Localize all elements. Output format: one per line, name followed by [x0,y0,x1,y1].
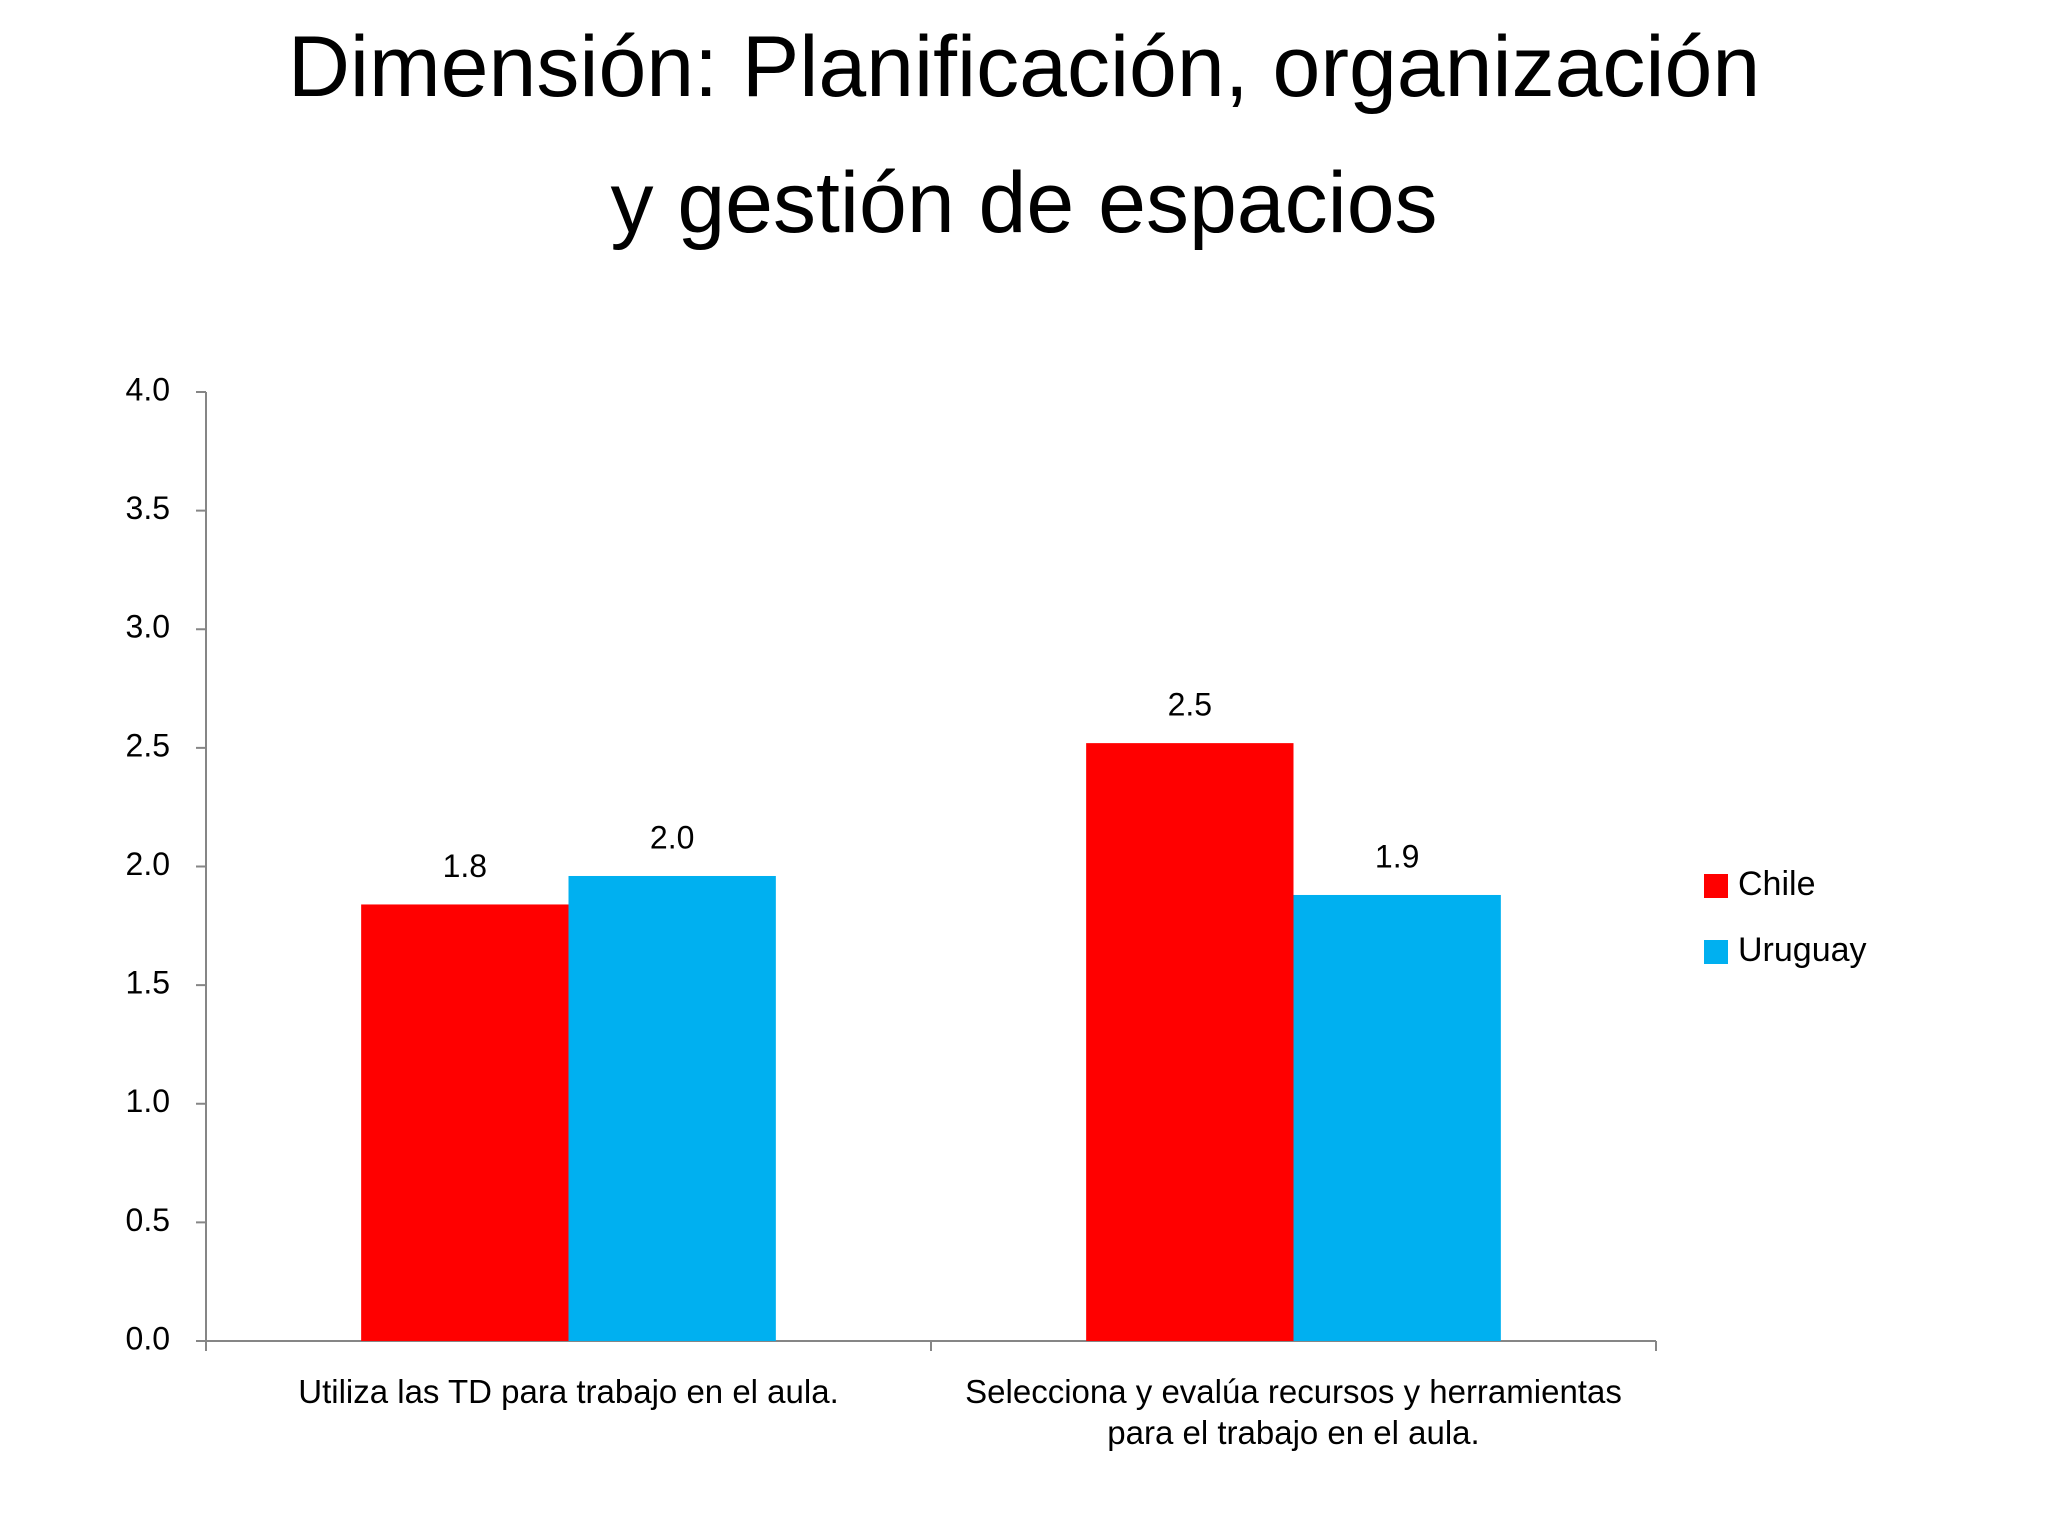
y-tick-label: 2.0 [126,846,170,882]
bar [568,875,776,1341]
chart-title: Dimensión: Planificación, organización [287,19,1761,115]
chart-title: y gestión de espacios [610,155,1438,251]
value-label: 1.8 [443,848,487,884]
y-tick-label: 3.5 [126,490,170,526]
y-tick-label: 0.5 [126,1202,170,1238]
y-tick-label: 2.5 [126,727,170,763]
bar [1086,743,1294,1341]
legend-swatch [1704,874,1728,898]
x-tick-label: Utiliza las TD para trabajo en el aula. [298,1373,839,1410]
y-tick-label: 1.5 [126,965,170,1001]
y-tick-label: 3.0 [126,609,170,645]
value-label: 2.5 [1168,687,1212,723]
legend-swatch [1704,940,1728,964]
legend-label: Uruguay [1738,931,1867,969]
y-tick-label: 4.0 [126,371,170,407]
y-tick-label: 1.0 [126,1083,170,1119]
x-tick-label: Selecciona y evalúa recursos y herramien… [965,1373,1622,1452]
bar [1293,894,1501,1341]
value-label: 2.0 [650,819,694,855]
bar [361,904,569,1341]
legend-label: Chile [1738,865,1815,903]
value-label: 1.9 [1375,838,1419,874]
y-tick-label: 0.0 [126,1320,170,1356]
